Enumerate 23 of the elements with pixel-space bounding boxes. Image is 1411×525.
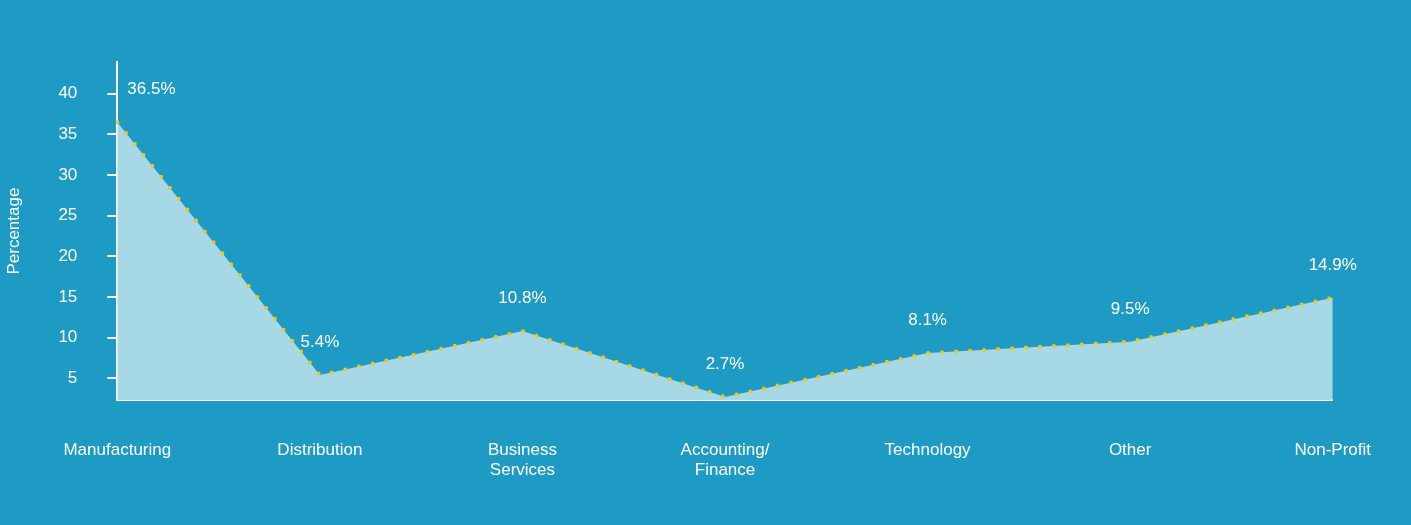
y-tick-label: 30	[58, 164, 78, 184]
y-tick-label: 35	[58, 124, 78, 144]
data-label: 10.8%	[498, 288, 547, 308]
x-tick-label: Other	[1108, 440, 1152, 460]
x-tick-label: Business Services	[487, 440, 557, 480]
x-tick-label: Technology	[884, 440, 972, 460]
y-tick-label: 5	[67, 367, 78, 387]
x-tick-label: Distribution	[277, 440, 363, 460]
x-tick-label: Accounting/Finance	[680, 440, 770, 480]
y-axis-title: Percentage	[3, 187, 23, 275]
data-label: 36.5%	[127, 79, 176, 99]
x-tick-label: Manufacturing	[63, 440, 172, 460]
data-label: 2.7%	[705, 354, 745, 374]
data-label: 8.1%	[908, 310, 947, 330]
y-tick-label: 10	[58, 327, 78, 347]
data-label: 9.5%	[1110, 298, 1150, 318]
y-tick-label: 40	[58, 83, 78, 103]
y-tick-label: 20	[58, 245, 78, 265]
y-tick-label: 25	[58, 205, 78, 225]
data-label: 5.4%	[300, 332, 340, 352]
y-tick-label: 15	[58, 286, 78, 306]
x-tick-label: Non-Profit	[1294, 440, 1372, 460]
data-label: 14.9%	[1308, 254, 1357, 274]
